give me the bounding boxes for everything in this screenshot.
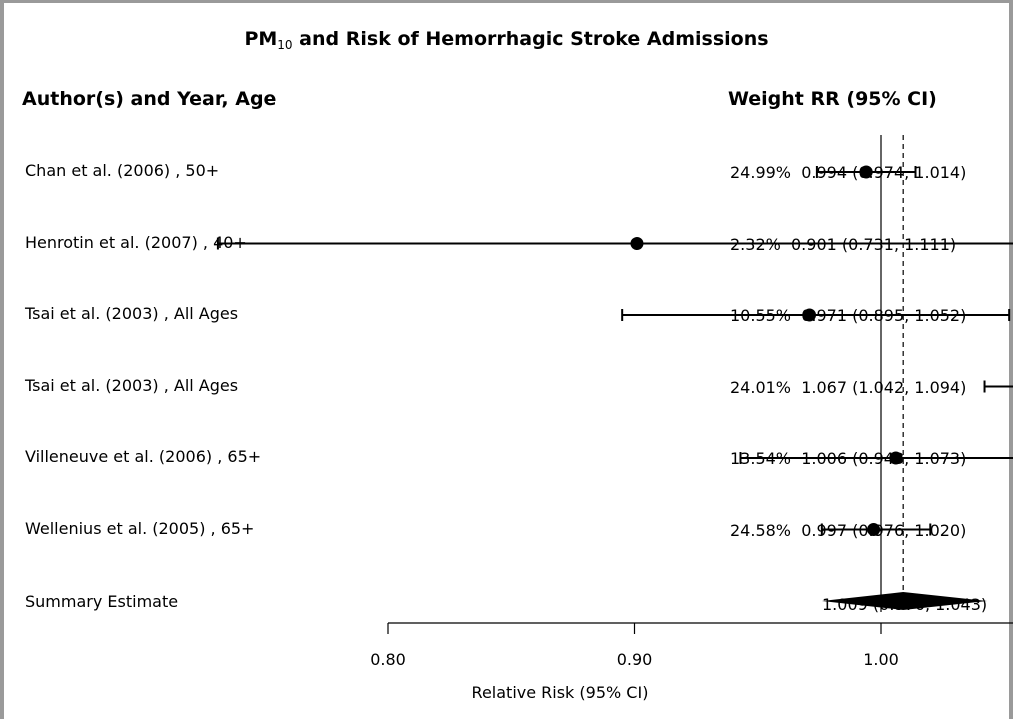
x-axis-label: Relative Risk (95% CI) bbox=[472, 683, 649, 702]
study-column-header: Author(s) and Year, Age bbox=[22, 88, 277, 110]
study-label: Henrotin et al. (2007) , 40+ bbox=[25, 232, 247, 252]
point-estimate bbox=[889, 451, 903, 465]
point-estimate bbox=[859, 165, 873, 179]
study-label: Tsai et al. (2003) , All Ages bbox=[25, 375, 239, 395]
chart-title: PM10 and Risk of Hemorrhagic Stroke Admi… bbox=[0, 28, 1013, 52]
study-label: Wellenius et al. (2005) , 65+ bbox=[25, 518, 255, 538]
study-label: Chan et al. (2006) , 50+ bbox=[25, 161, 220, 180]
point-estimate bbox=[803, 308, 817, 322]
point-estimate bbox=[867, 523, 881, 536]
point-estimate bbox=[630, 237, 644, 250]
study-label: Villeneuve et al. (2006) , 65+ bbox=[25, 447, 262, 466]
study-weight: 24.99% bbox=[730, 163, 792, 182]
title-subscript: 10 bbox=[277, 38, 293, 52]
study-weight: 24.58% bbox=[730, 520, 792, 540]
title-rest: and Risk of Hemorrhagic Stroke Admission… bbox=[292, 28, 769, 50]
study-weight: 24.01% bbox=[730, 377, 792, 397]
x-tick-label: 0.90 bbox=[617, 650, 653, 669]
x-tick-label: 1.00 bbox=[863, 650, 899, 669]
x-tick-label: 0.80 bbox=[370, 650, 406, 669]
title-main: PM bbox=[244, 28, 278, 50]
weight-rr-column-header: Weight RR (95% CI) bbox=[728, 88, 937, 110]
study-label: Tsai et al. (2003) , All Ages bbox=[25, 304, 239, 323]
summary-label: Summary Estimate bbox=[25, 592, 179, 611]
summary-diamond bbox=[821, 592, 987, 610]
